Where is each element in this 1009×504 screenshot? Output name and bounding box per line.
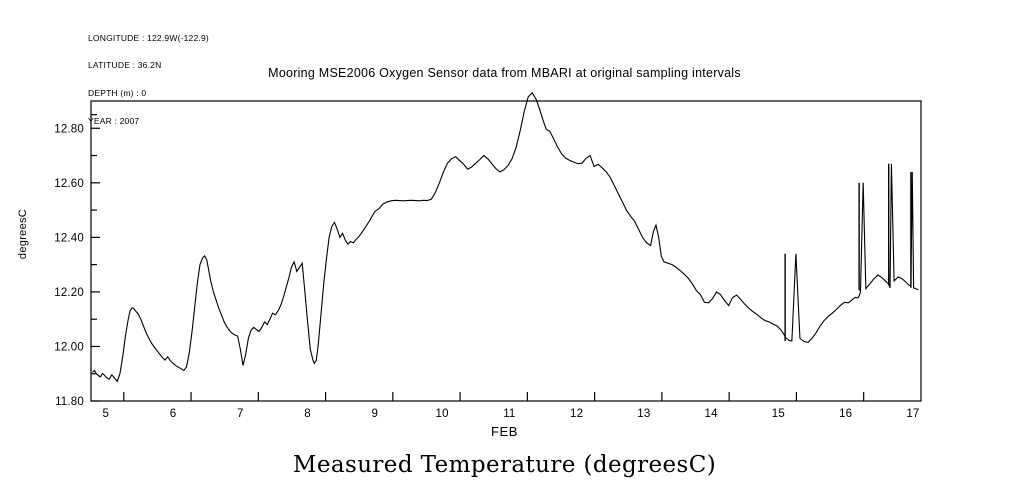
y-axis-ticks: 11.80 12.00 12.20 12.40 12.60 12.80: [54, 114, 100, 408]
y-tick-label: 12.40: [54, 232, 84, 244]
x-axis-label: FEB: [490, 424, 519, 439]
metadata-block: LONGITUDE : 122.9W(-122.9) LATITUDE : 36…: [88, 15, 209, 145]
x-axis-ticks: 5 6 7 8 9 10 11 12 13 14 15 16 17: [102, 392, 919, 420]
metadata-depth: DEPTH (m) : 0: [88, 88, 147, 99]
y-tick-label: 12.80: [54, 123, 84, 135]
x-tick-label: 12: [570, 408, 583, 420]
metadata-longitude: LONGITUDE : 122.9W(-122.9): [88, 32, 209, 43]
spike-markers: [784, 163, 912, 341]
x-tick-label: 16: [839, 408, 852, 420]
temperature-series: [91, 91, 919, 383]
y-tick-label: 11.80: [55, 396, 84, 408]
chart-title: Mooring MSE2006 Oxygen Sensor data from …: [268, 66, 741, 80]
x-tick-label: 10: [436, 408, 449, 420]
x-tick-label: 13: [637, 408, 650, 420]
y-tick-label: 12.60: [54, 178, 84, 190]
x-tick-label: 14: [705, 408, 719, 420]
y-tick-label: 12.20: [54, 287, 84, 299]
plot-frame: [90, 100, 922, 402]
metadata-latitude: LATITUDE : 36.2N: [88, 60, 162, 71]
x-tick-label: 5: [102, 408, 109, 420]
x-tick-label: 6: [170, 408, 177, 420]
figure-caption: Measured Temperature (degreesC): [292, 452, 717, 478]
x-tick-label: 9: [372, 408, 379, 420]
x-tick-label: 17: [906, 408, 919, 420]
x-tick-label: 15: [772, 408, 785, 420]
x-tick-label: 11: [503, 408, 515, 420]
metadata-year: YEAR : 2007: [88, 116, 140, 127]
x-tick-label: 8: [304, 408, 311, 420]
y-tick-label: 12.00: [54, 341, 84, 353]
x-tick-label: 7: [237, 408, 244, 420]
